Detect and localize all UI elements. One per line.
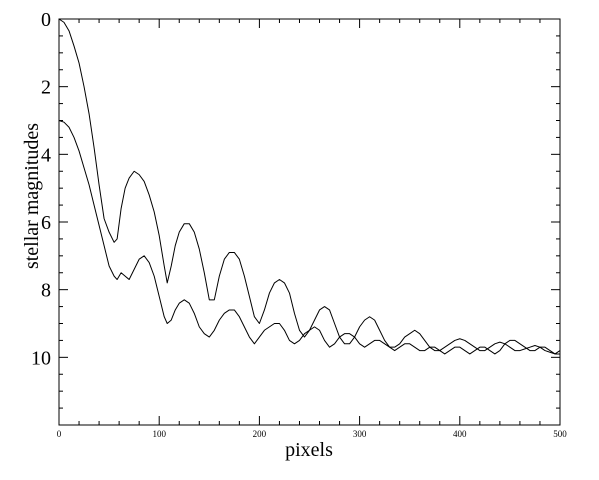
y-axis-ticks: 0 2 4 6 8 10	[31, 9, 560, 409]
series-group	[58, 18, 561, 355]
series-line-2	[58, 120, 561, 355]
x-axis-title: pixels	[285, 439, 333, 461]
x-tick-label: 400	[453, 429, 467, 439]
x-axis-ticks: 0 100 200 300 400 500	[57, 19, 567, 439]
y-tick-label: 0	[41, 9, 51, 31]
y-tick-label: 8	[41, 280, 51, 302]
series-line-1	[58, 18, 560, 355]
x-tick-label: 500	[553, 429, 567, 439]
y-tick-label: 6	[41, 212, 51, 234]
y-tick-label: 4	[41, 144, 51, 166]
x-tick-label: 200	[253, 429, 267, 439]
y-tick-label: 10	[31, 347, 51, 369]
y-axis-title: stellar magnitudes	[21, 123, 43, 269]
x-tick-label: 300	[353, 429, 367, 439]
x-tick-label: 100	[152, 429, 166, 439]
y-tick-label: 2	[41, 77, 51, 99]
x-tick-label: 0	[57, 429, 62, 439]
plot-frame	[58, 18, 561, 426]
